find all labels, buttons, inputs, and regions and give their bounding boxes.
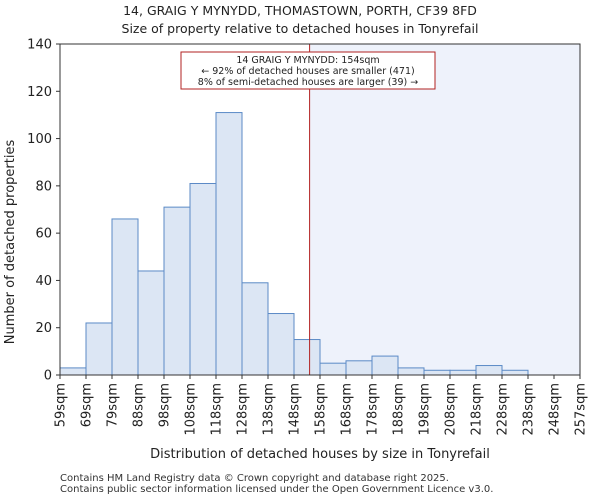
x-tick-label-257sqm: 257sqm — [574, 383, 589, 436]
bar-148sqm — [293, 339, 321, 376]
y-tick-label-120: 120 — [27, 85, 52, 100]
y-tick-label-140: 140 — [27, 38, 52, 53]
bar-158sqm — [319, 362, 347, 376]
bar-59sqm — [59, 367, 87, 376]
x-tick-label-59sqm: 59sqm — [54, 383, 69, 427]
x-tick-label-148sqm: 148sqm — [288, 383, 303, 436]
bar-98sqm — [163, 206, 191, 376]
bar-168sqm — [345, 360, 373, 376]
y-tick-label-80: 80 — [35, 179, 52, 194]
x-tick-label-228sqm: 228sqm — [496, 383, 511, 436]
y-tick-label-20: 20 — [35, 321, 52, 336]
chart-subtitle: Size of property relative to detached ho… — [121, 21, 479, 36]
bar-228sqm — [501, 369, 529, 376]
bar-118sqm — [215, 112, 243, 376]
footer-line-1: Contains HM Land Registry data © Crown c… — [60, 473, 449, 484]
annotation-box — [180, 51, 436, 90]
x-tick-label-88sqm: 88sqm — [132, 383, 147, 427]
x-tick-label-168sqm: 168sqm — [340, 383, 355, 436]
annotation-line-1: 14 GRAIG Y MYNYDD: 154sqm — [236, 55, 379, 66]
bar-198sqm — [423, 369, 451, 376]
x-tick-label-158sqm: 158sqm — [314, 383, 329, 436]
x-axis-label: Distribution of detached houses by size … — [150, 447, 490, 462]
x-tick-label-248sqm: 248sqm — [548, 383, 563, 436]
bar-138sqm — [267, 313, 295, 376]
bar-208sqm — [449, 369, 477, 376]
bar-128sqm — [241, 282, 269, 376]
bar-79sqm — [111, 218, 139, 376]
bar-218sqm — [475, 365, 503, 376]
bar-188sqm — [397, 367, 425, 376]
footer-line-2: Contains public sector information licen… — [60, 484, 494, 495]
x-tick-label-128sqm: 128sqm — [236, 383, 251, 436]
x-tick-label-188sqm: 188sqm — [392, 383, 407, 436]
highlight-region — [309, 44, 580, 375]
bar-88sqm — [137, 270, 165, 376]
x-tick-label-69sqm: 69sqm — [80, 383, 95, 427]
x-tick-label-208sqm: 208sqm — [444, 383, 459, 436]
bar-108sqm — [189, 182, 217, 376]
y-axis-label: Number of detached properties — [3, 140, 18, 345]
x-tick-label-198sqm: 198sqm — [418, 383, 433, 436]
y-tick-label-40: 40 — [35, 274, 52, 289]
x-tick-label-218sqm: 218sqm — [470, 383, 485, 436]
x-tick-label-118sqm: 118sqm — [210, 383, 225, 436]
bar-178sqm — [371, 355, 399, 376]
x-tick-label-108sqm: 108sqm — [184, 383, 199, 436]
x-tick-label-98sqm: 98sqm — [158, 383, 173, 427]
histogram-chart: 0 20 40 60 80 100 120 140 59sqm 69sqm 79sqm 88sqm 98… — [3, 38, 589, 463]
y-tick-label-100: 100 — [27, 132, 52, 147]
annotation-line-3: 8% of semi-detached houses are larger (3… — [198, 77, 418, 88]
x-tick-label-79sqm: 79sqm — [106, 383, 121, 427]
bar-69sqm — [85, 322, 113, 376]
chart-title: 14, GRAIG Y MYNYDD, THOMASTOWN, PORTH, C… — [123, 3, 477, 18]
x-tick-label-138sqm: 138sqm — [262, 383, 277, 436]
x-tick-label-178sqm: 178sqm — [366, 383, 381, 436]
y-tick-label-0: 0 — [44, 369, 52, 384]
annotation-line-2: ← 92% of detached houses are smaller (47… — [201, 66, 414, 77]
y-tick-label-60: 60 — [35, 227, 52, 242]
x-tick-label-238sqm: 238sqm — [522, 383, 537, 436]
